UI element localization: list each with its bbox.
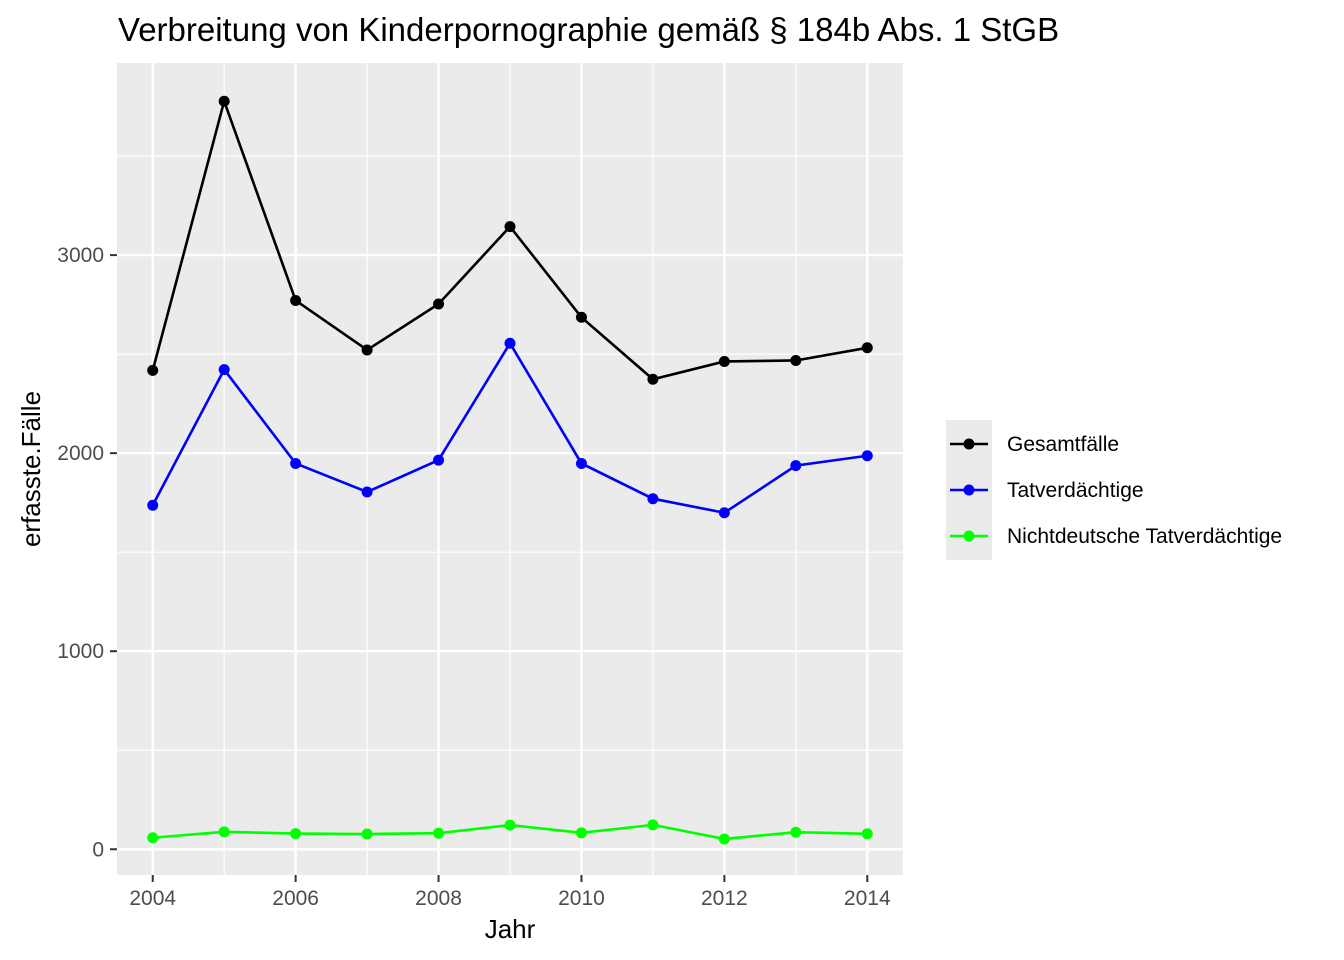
data-point — [718, 507, 730, 519]
data-point — [433, 298, 445, 310]
data-point — [504, 819, 516, 831]
y-axis: 0 1000 2000 3000 — [57, 244, 117, 861]
data-point — [361, 828, 373, 840]
data-point — [861, 450, 873, 462]
data-point — [718, 833, 730, 845]
data-point — [718, 355, 730, 367]
data-point — [861, 828, 873, 840]
legend-label: Tatverdächtige — [1007, 479, 1144, 502]
data-point — [147, 499, 159, 511]
data-point — [504, 337, 516, 349]
data-point — [147, 364, 159, 376]
data-point — [361, 486, 373, 498]
y-tick-label: 0 — [92, 838, 104, 861]
data-point — [790, 354, 802, 366]
data-point — [218, 95, 230, 107]
data-point — [575, 827, 587, 839]
data-point — [433, 827, 445, 839]
y-axis-label: erfasste.Fälle — [16, 391, 46, 547]
y-tick-label: 1000 — [57, 640, 104, 663]
data-point — [290, 457, 302, 469]
data-point — [290, 294, 302, 306]
data-point — [790, 460, 802, 472]
x-tick-label: 2012 — [701, 887, 748, 910]
legend-label: Nichtdeutsche Tatverdächtige — [1007, 525, 1282, 548]
data-point — [790, 826, 802, 838]
x-tick-label: 2014 — [844, 887, 891, 910]
legend: Gesamtfälle Tatverdächtige Nichtdeutsche T… — [946, 420, 1282, 560]
x-axis: 2004 2006 2008 2010 2012 2014 — [129, 875, 891, 910]
chart-title: Verbreitung von Kinderpornographie gemäß… — [118, 11, 1059, 48]
legend-key-point — [963, 530, 975, 542]
legend-key-point — [963, 484, 975, 496]
grid-lines — [117, 63, 903, 875]
legend-key-point — [963, 438, 975, 450]
x-axis-label: Jahr — [485, 914, 536, 944]
x-tick-label: 2008 — [415, 887, 462, 910]
data-point — [575, 457, 587, 469]
data-point — [218, 364, 230, 376]
data-point — [147, 832, 159, 844]
x-tick-label: 2010 — [558, 887, 605, 910]
data-point — [433, 454, 445, 466]
data-point — [504, 221, 516, 233]
x-tick-label: 2006 — [272, 887, 319, 910]
y-tick-label: 2000 — [57, 442, 104, 465]
series-points — [147, 95, 873, 845]
data-point — [218, 826, 230, 838]
data-point — [361, 344, 373, 356]
data-point — [647, 493, 659, 505]
data-point — [861, 342, 873, 354]
data-point — [647, 819, 659, 831]
data-point — [647, 373, 659, 385]
data-point — [290, 828, 302, 840]
y-tick-label: 3000 — [57, 244, 104, 267]
x-tick-label: 2004 — [129, 887, 176, 910]
data-point — [575, 311, 587, 323]
legend-label: Gesamtfälle — [1007, 433, 1119, 456]
